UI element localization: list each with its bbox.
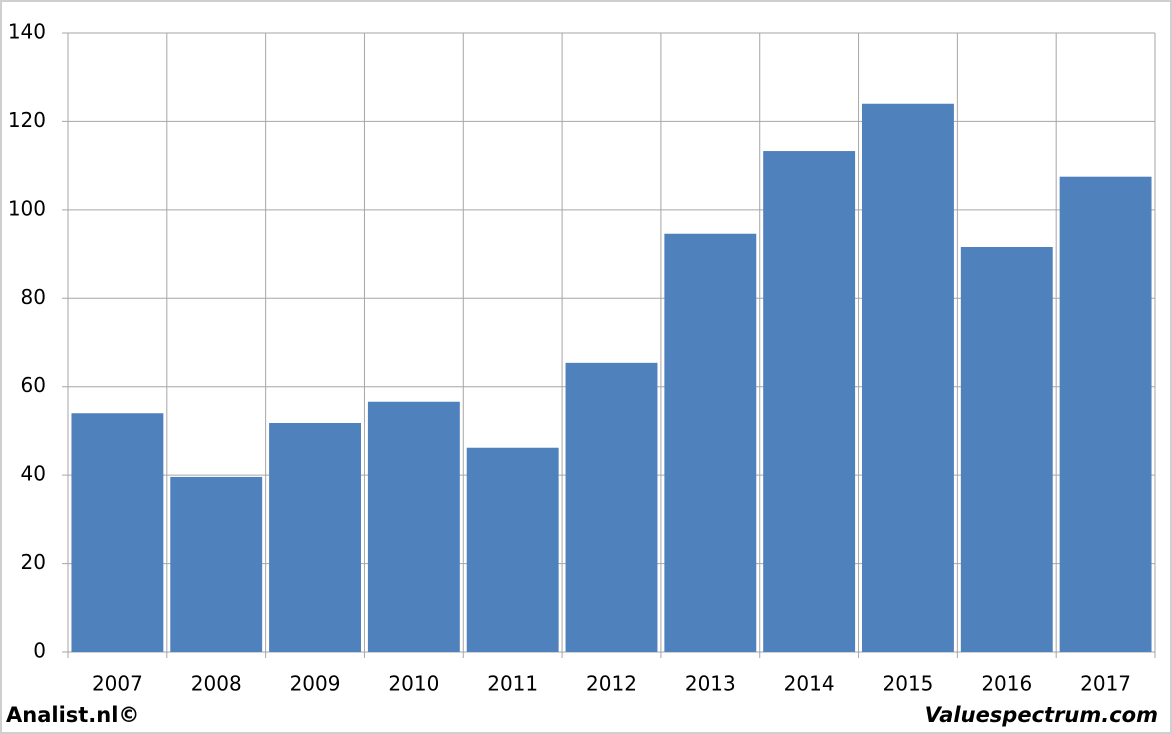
x-tick-label: 2009 xyxy=(290,672,341,696)
bar xyxy=(367,401,460,652)
footer-right: Valuespectrum.com xyxy=(925,703,1158,727)
footer-left: Analist.nl© xyxy=(6,703,139,727)
y-tick-label: 120 xyxy=(8,108,46,132)
x-tick-label: 2016 xyxy=(981,672,1032,696)
x-tick-label: 2017 xyxy=(1080,672,1131,696)
y-tick-label: 100 xyxy=(8,196,46,220)
bar xyxy=(1059,176,1152,653)
y-tick-label: 20 xyxy=(21,550,46,574)
bar xyxy=(763,151,856,653)
x-tick-label: 2012 xyxy=(586,672,637,696)
bar xyxy=(71,413,164,652)
x-tick-label: 2008 xyxy=(191,672,242,696)
y-tick-label: 140 xyxy=(8,20,46,44)
x-tick-label: 2011 xyxy=(487,672,538,696)
bar xyxy=(664,233,757,653)
x-tick-label: 2014 xyxy=(784,672,835,696)
bar xyxy=(466,447,559,652)
x-tick-label: 2015 xyxy=(883,672,934,696)
y-tick-label: 80 xyxy=(21,285,46,309)
x-tick-label: 2007 xyxy=(92,672,143,696)
x-tick-label: 2013 xyxy=(685,672,736,696)
y-tick-label: 40 xyxy=(21,462,46,486)
bar xyxy=(170,476,263,652)
bar xyxy=(960,246,1053,653)
bar xyxy=(565,362,658,652)
bar xyxy=(862,103,954,652)
x-tick-label: 2010 xyxy=(388,672,439,696)
bar xyxy=(269,422,361,652)
y-tick-label: 60 xyxy=(21,373,46,397)
y-tick-label: 0 xyxy=(33,639,46,663)
